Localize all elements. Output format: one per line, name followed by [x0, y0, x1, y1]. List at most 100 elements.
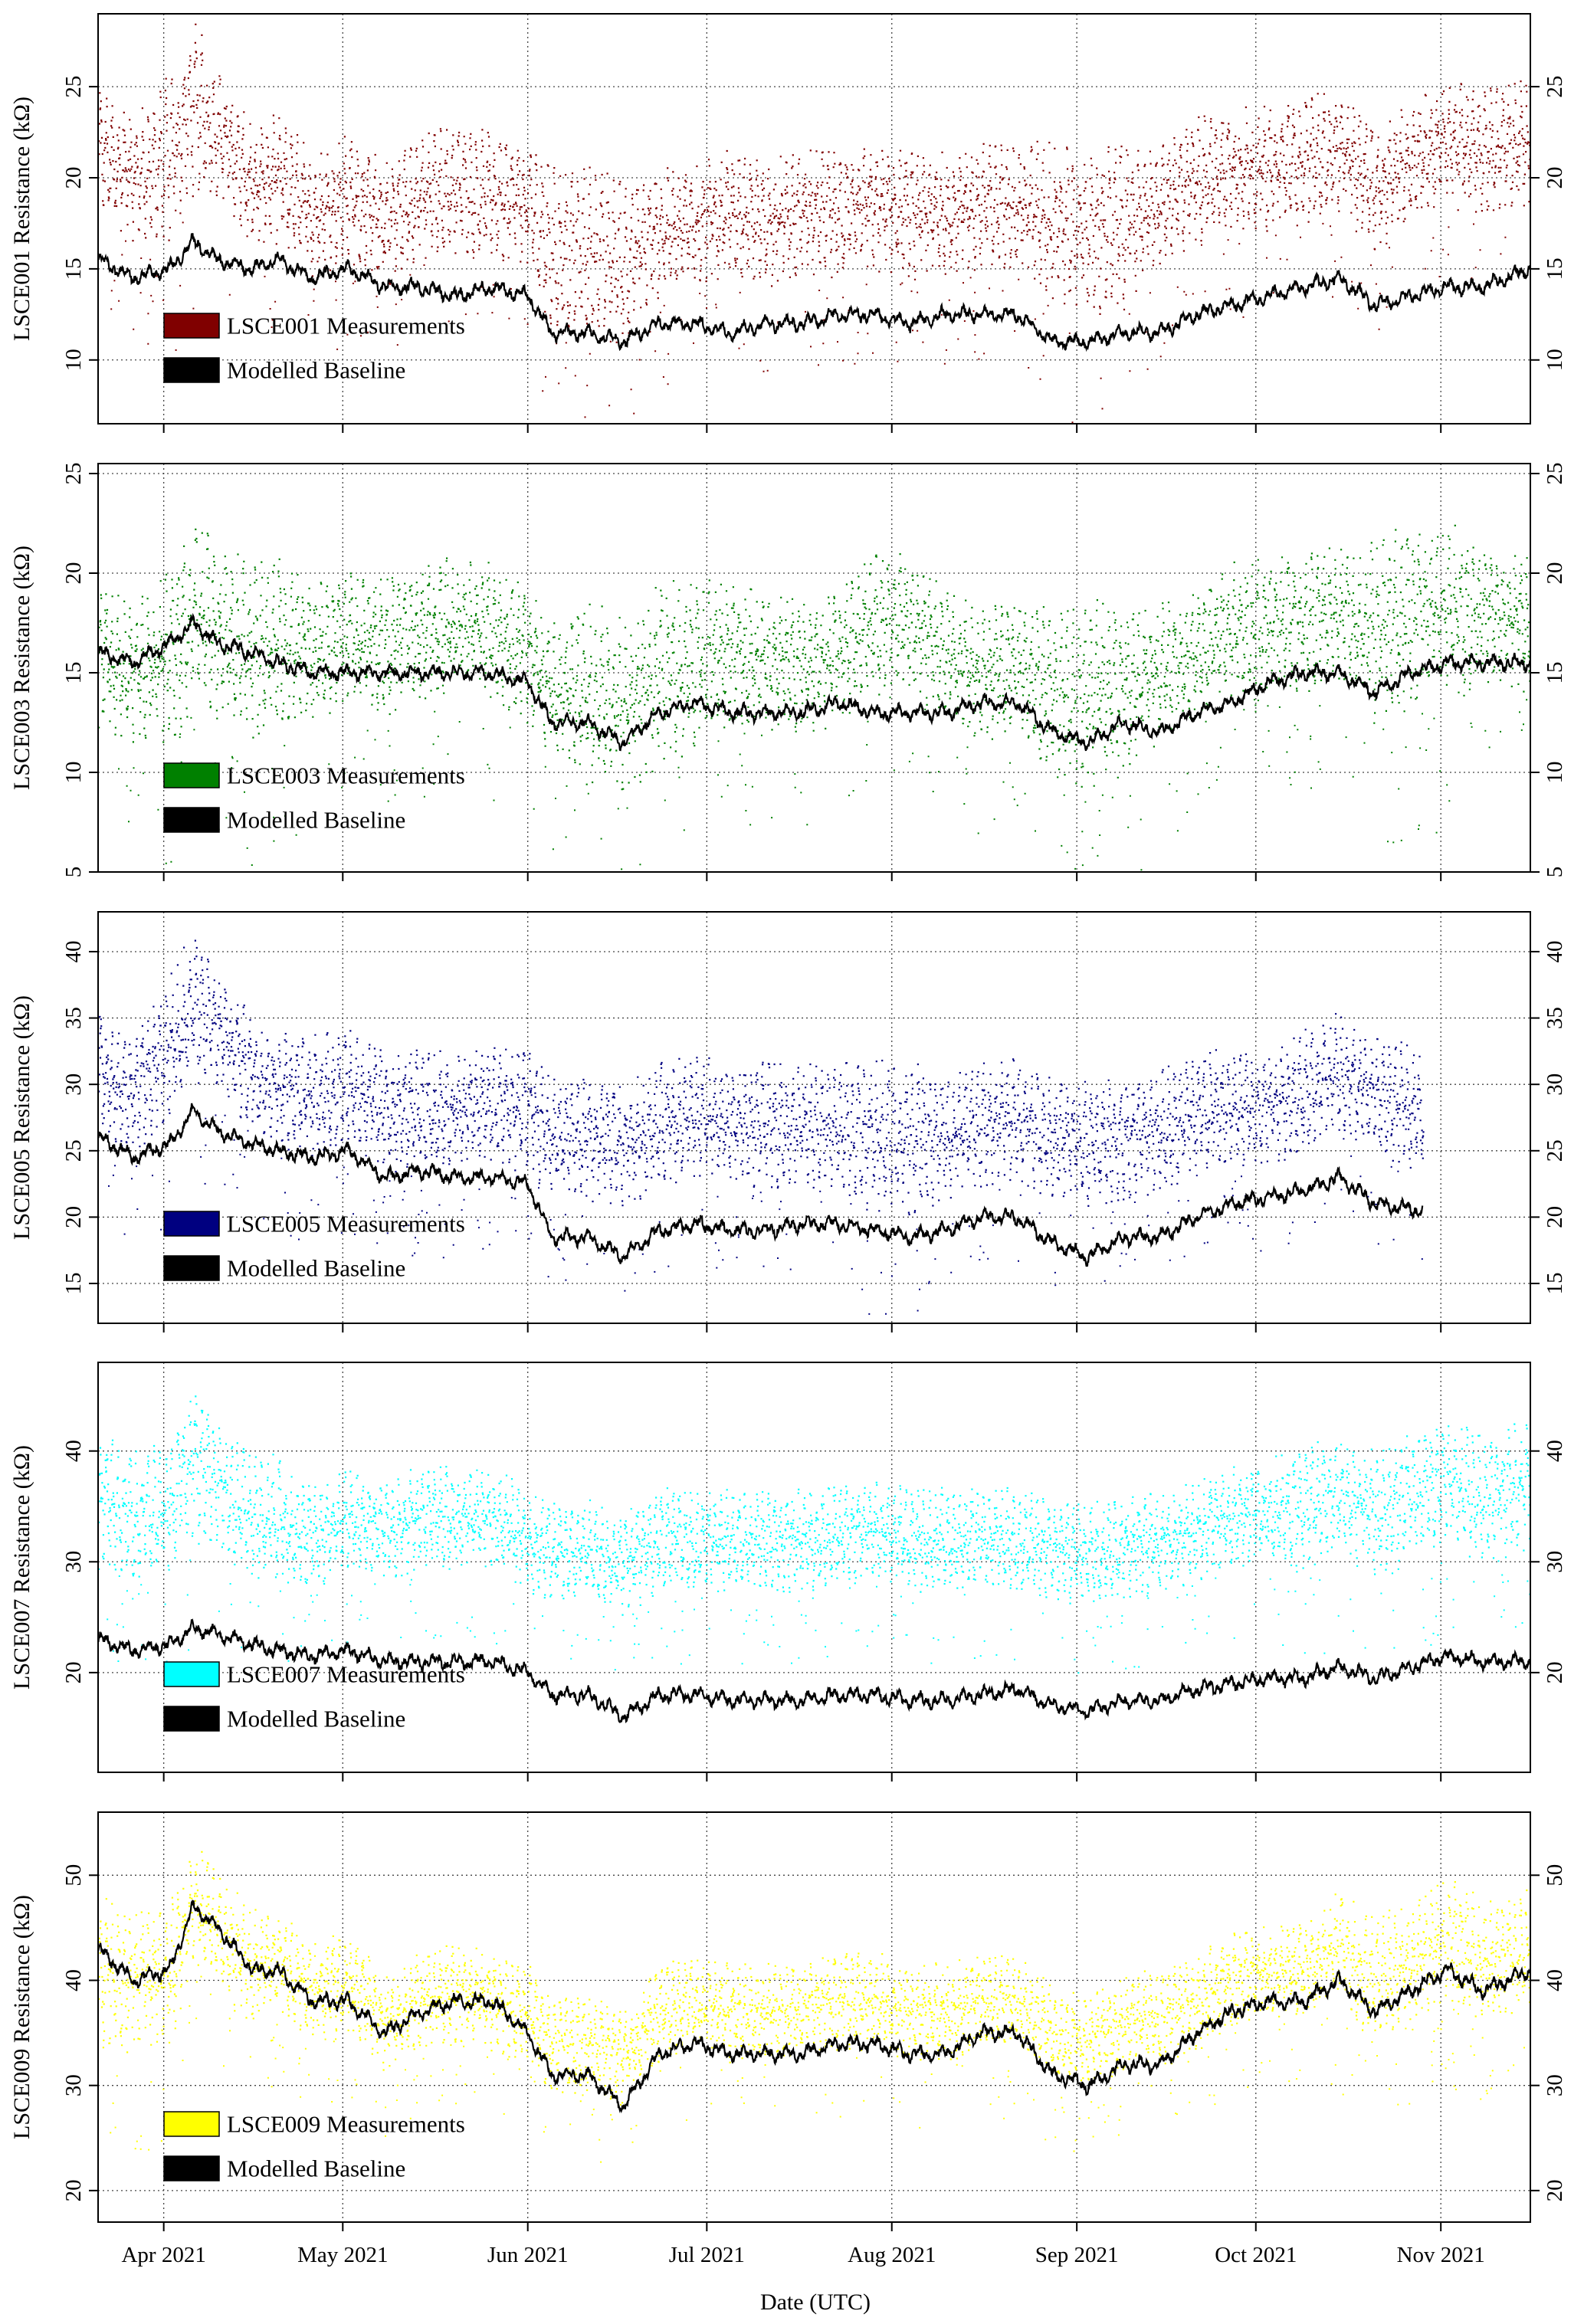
y-tick-label-left: 40 [61, 1969, 86, 1991]
legend-swatch [163, 313, 220, 339]
y-tick-label-right: 10 [1543, 349, 1567, 371]
y-tick-label-left: 20 [61, 167, 86, 189]
y-tick-label-right: 40 [1543, 1969, 1567, 1991]
y-tick-label-left: 40 [61, 940, 86, 962]
measurement-points [98, 23, 1530, 424]
legend-swatch [163, 1661, 220, 1687]
plot-frame [97, 1362, 1531, 1773]
y-tick-label-right: 40 [1543, 1440, 1567, 1462]
y-tick-label-right: 10 [1543, 762, 1567, 784]
series-group [98, 1850, 1530, 2163]
y-tick-label-right: 5 [1543, 867, 1567, 878]
legend-label: Modelled Baseline [227, 807, 405, 834]
y-tick-label-left: 20 [61, 1661, 86, 1683]
y-tick-label-left: 10 [61, 762, 86, 784]
y-tick-label-left: 30 [61, 2074, 86, 2096]
panels: 10 10 15 15 20 20 25 25 LSCE001 Resistance (kΩ) L… [9, 13, 1567, 2231]
series-group [98, 1395, 1530, 1724]
y-tick-label-left: 25 [61, 76, 86, 98]
grid [98, 464, 1530, 873]
x-axis-title: Date (UTC) [760, 2290, 871, 2315]
y-tick-label-left: 10 [61, 349, 86, 371]
measurement-series [98, 524, 1530, 791]
y-tick-label-right: 50 [1543, 1864, 1567, 1886]
y-tick-label-left: 40 [61, 1440, 86, 1462]
legend-swatch [163, 357, 220, 383]
y-tick-label-left: 20 [61, 1206, 86, 1228]
x-tick-label: Oct 2021 [1215, 2243, 1297, 2267]
y-tick-label-right: 20 [1543, 167, 1567, 189]
measurement-series [98, 23, 1530, 343]
y-tick-label-left: 30 [61, 1551, 86, 1573]
legend: LSCE003 Measurements Modelled Baseline [163, 762, 465, 834]
y-tick-label-right: 40 [1543, 940, 1567, 962]
y-tick-label-right: 20 [1543, 1661, 1567, 1683]
legend-label: Modelled Baseline [227, 1255, 405, 1282]
plot-frame [97, 1811, 1531, 2223]
y-tick-label-right: 20 [1543, 562, 1567, 585]
y-tick-label-right: 15 [1543, 662, 1567, 684]
measurement-series [98, 939, 1425, 1216]
y-tick-label-left: 20 [61, 562, 86, 585]
y-axis-title: LSCE003 Resistance (kΩ) [9, 546, 34, 790]
y-tick-label-right: 20 [1543, 1206, 1567, 1228]
legend-label: LSCE003 Measurements [227, 762, 465, 789]
legend-swatch [163, 807, 220, 833]
x-axis: Apr 2021 May 2021 Jun 2021 Jul 2021 Aug 2021… [121, 2243, 1484, 2267]
y-tick-label-right: 15 [1543, 1273, 1567, 1295]
y-tick-label-right: 25 [1543, 76, 1567, 98]
grid [98, 14, 1530, 424]
y-tick-label-right: 30 [1543, 1073, 1567, 1096]
legend-swatch [163, 2111, 220, 2137]
y-tick-label-left: 50 [61, 1864, 86, 1886]
grid [98, 1812, 1530, 2222]
series-group [98, 939, 1425, 1315]
baseline-line [98, 1103, 1424, 1267]
measurement-series [98, 1850, 1530, 2104]
plot-frame [97, 463, 1531, 873]
baseline-line [98, 233, 1530, 352]
legend-swatch [163, 1706, 220, 1732]
panel-LSCE009: 20 20 30 30 40 40 50 50 LSCE009 Resistance (kΩ) L… [9, 1811, 1567, 2231]
y-tick-label-right: 35 [1543, 1007, 1567, 1029]
y-tick-label-left: 5 [61, 867, 86, 878]
y-tick-label-left: 30 [61, 1073, 86, 1096]
y-tick-label-right: 30 [1543, 2074, 1567, 2096]
y-tick-label-right: 25 [1543, 463, 1567, 485]
legend-label: Modelled Baseline [227, 1706, 405, 1732]
measurement-series [98, 1395, 1530, 1616]
baseline-line [98, 1618, 1530, 1724]
legend-label: Modelled Baseline [227, 2155, 405, 2182]
y-tick-label-left: 35 [61, 1007, 86, 1029]
legend-label: LSCE007 Measurements [227, 1661, 465, 1688]
x-tick-label: Sep 2021 [1035, 2243, 1119, 2267]
legend-label: LSCE001 Measurements [227, 313, 465, 339]
y-tick-label-left: 25 [61, 1139, 86, 1162]
panel-LSCE001: 10 10 15 15 20 20 25 25 LSCE001 Resistance (kΩ) L… [9, 13, 1567, 433]
baseline-line [98, 612, 1530, 752]
legend-label: LSCE005 Measurements [227, 1211, 465, 1237]
series-group [98, 23, 1530, 424]
measurement-points [98, 1395, 1530, 1674]
plot-frame [97, 13, 1531, 424]
y-tick-label-left: 15 [61, 257, 86, 280]
legend-label: LSCE009 Measurements [227, 2111, 465, 2138]
x-tick-label: Nov 2021 [1397, 2243, 1485, 2267]
legend-swatch [163, 2155, 220, 2181]
legend: LSCE005 Measurements Modelled Baseline [163, 1211, 465, 1282]
y-axis-title: LSCE007 Resistance (kΩ) [9, 1445, 34, 1690]
legend: LSCE007 Measurements Modelled Baseline [163, 1661, 465, 1732]
y-axis-title: LSCE009 Resistance (kΩ) [9, 1895, 34, 2139]
measurement-outliers [98, 1559, 1530, 1674]
y-tick-label-right: 15 [1543, 257, 1567, 280]
legend: LSCE001 Measurements Modelled Baseline [163, 313, 465, 384]
legend-swatch [163, 762, 220, 788]
panel-LSCE003: 5 5 10 10 15 15 20 20 25 25 LSCE003 Resistance (kΩ… [9, 463, 1567, 881]
x-tick-label: May 2021 [297, 2243, 388, 2267]
y-tick-label-left: 15 [61, 1273, 86, 1295]
baseline-line [98, 1899, 1530, 2114]
y-tick-label-left: 25 [61, 463, 86, 485]
legend-swatch [163, 1211, 220, 1237]
y-tick-label-right: 20 [1543, 2179, 1567, 2201]
